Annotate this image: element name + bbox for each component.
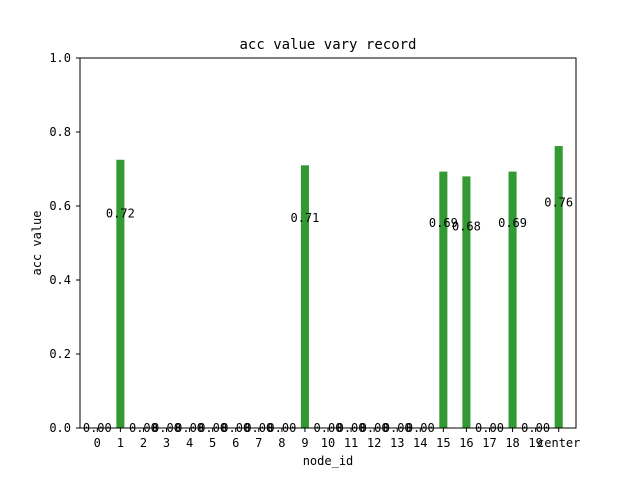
y-tick-label: 0.8 bbox=[49, 125, 71, 139]
x-tick-label: 10 bbox=[321, 436, 335, 450]
x-tick-label: 17 bbox=[482, 436, 496, 450]
x-tick-label: 1 bbox=[117, 436, 124, 450]
x-axis-label: node_id bbox=[303, 454, 354, 468]
y-axis: 0.0 0.2 0.4 0.6 0.8 1.0 bbox=[49, 51, 80, 435]
y-tick-label: 1.0 bbox=[49, 51, 71, 65]
data-label-16: 0.68 bbox=[452, 220, 481, 234]
data-label-15: 0.69 bbox=[429, 216, 458, 230]
x-tick-label: 7 bbox=[255, 436, 262, 450]
x-tick-label: 15 bbox=[436, 436, 450, 450]
bar-1 bbox=[116, 159, 125, 428]
bar-18 bbox=[508, 171, 517, 428]
x-tick-label: 2 bbox=[140, 436, 147, 450]
y-tick-label: 0.2 bbox=[49, 347, 71, 361]
x-tick-label: 5 bbox=[209, 436, 216, 450]
y-axis-label: acc value bbox=[30, 210, 44, 275]
bar-center bbox=[554, 146, 563, 428]
data-label-18: 0.69 bbox=[498, 216, 527, 230]
bar-9 bbox=[300, 165, 309, 429]
x-tick-label: 0 bbox=[94, 436, 101, 450]
bar-16 bbox=[462, 176, 471, 428]
x-tick-label: 18 bbox=[505, 436, 519, 450]
y-tick-label: 0.4 bbox=[49, 273, 71, 287]
x-tick-label: 16 bbox=[459, 436, 473, 450]
data-label-9: 0.71 bbox=[290, 211, 319, 225]
x-tick-label: 14 bbox=[413, 436, 427, 450]
y-tick-label: 0.6 bbox=[49, 199, 71, 213]
x-tick-label: 3 bbox=[163, 436, 170, 450]
x-tick-label: 13 bbox=[390, 436, 404, 450]
x-tick-label: 8 bbox=[278, 436, 285, 450]
y-tick-label: 0.0 bbox=[49, 421, 71, 435]
data-label-1: 0.72 bbox=[106, 206, 135, 220]
x-tick-label: 4 bbox=[186, 436, 193, 450]
x-tick-label: center bbox=[537, 436, 580, 450]
data-label-center: 0.76 bbox=[544, 195, 573, 209]
x-tick-label: 11 bbox=[344, 436, 358, 450]
x-tick-label: 19 bbox=[528, 436, 542, 450]
chart-title: acc value vary record bbox=[239, 37, 416, 53]
bars-group bbox=[116, 146, 563, 429]
x-tick-label: 12 bbox=[367, 436, 381, 450]
bar-15 bbox=[439, 171, 448, 428]
x-tick-label: 6 bbox=[232, 436, 239, 450]
x-tick-label: 9 bbox=[301, 436, 308, 450]
